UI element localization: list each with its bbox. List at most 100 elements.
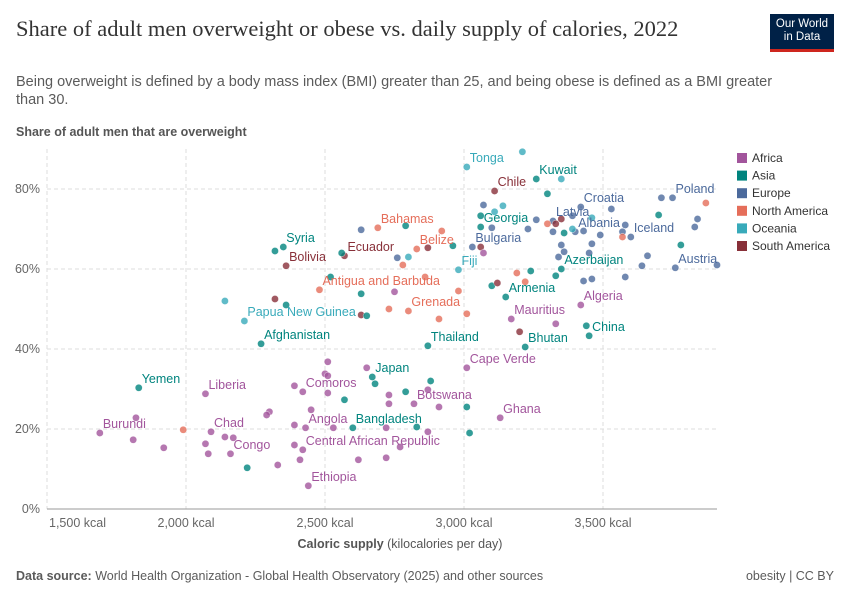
data-point[interactable] (713, 261, 721, 269)
data-point[interactable] (221, 433, 229, 441)
data-point[interactable] (354, 455, 363, 464)
data-point[interactable] (579, 277, 588, 285)
data-point[interactable] (618, 233, 627, 241)
data-point[interactable] (290, 421, 299, 429)
data-point[interactable] (340, 395, 349, 404)
data-point[interactable] (315, 285, 324, 294)
legend-swatch[interactable] (737, 241, 747, 251)
data-point[interactable] (476, 223, 485, 231)
data-point[interactable] (526, 267, 535, 275)
data-point[interactable] (449, 241, 457, 250)
data-point[interactable] (501, 293, 510, 301)
data-point[interactable] (296, 455, 304, 464)
data-point[interactable] (134, 383, 143, 392)
data-point[interactable] (298, 445, 307, 454)
data-point[interactable] (362, 311, 371, 320)
data-point[interactable] (621, 273, 630, 281)
legend-item[interactable]: Europe (752, 186, 791, 200)
legend-item[interactable]: Oceania (752, 221, 797, 235)
data-point[interactable] (490, 207, 499, 216)
legend-item[interactable]: Africa (752, 151, 783, 165)
data-point[interactable] (357, 289, 365, 298)
data-point[interactable] (479, 249, 488, 257)
data-point[interactable] (543, 189, 552, 198)
data-point[interactable] (462, 363, 471, 372)
data-source-text[interactable]: World Health Organization - Global Healt… (95, 569, 544, 583)
data-point[interactable] (279, 243, 288, 251)
data-point[interactable] (207, 427, 215, 436)
data-point[interactable] (543, 219, 552, 228)
data-point[interactable] (404, 307, 413, 315)
data-point[interactable] (621, 221, 630, 229)
data-point[interactable] (129, 435, 137, 444)
data-point[interactable] (385, 305, 393, 313)
data-point[interactable] (588, 213, 596, 222)
data-point[interactable] (549, 227, 557, 236)
data-point[interactable] (385, 399, 393, 408)
data-point[interactable] (499, 201, 507, 210)
data-point[interactable] (654, 211, 663, 219)
data-point[interactable] (424, 427, 432, 436)
data-point[interactable] (643, 251, 652, 260)
data-point[interactable] (179, 425, 188, 434)
data-point[interactable] (582, 321, 591, 330)
data-point[interactable] (462, 163, 471, 171)
data-point[interactable] (576, 301, 585, 309)
data-point[interactable] (524, 225, 532, 233)
data-point[interactable] (337, 249, 346, 257)
data-point[interactable] (421, 273, 429, 281)
data-point[interactable] (401, 387, 410, 396)
data-point[interactable] (627, 233, 635, 241)
data-point[interactable] (390, 287, 399, 296)
data-point[interactable] (426, 377, 435, 385)
data-point[interactable] (221, 297, 229, 305)
data-point[interactable] (273, 461, 282, 469)
legend-swatch[interactable] (737, 223, 747, 234)
data-point[interactable] (568, 211, 577, 220)
data-point[interactable] (371, 379, 379, 388)
data-point[interactable] (638, 261, 646, 270)
data-point[interactable] (201, 439, 210, 448)
data-point[interactable] (671, 263, 680, 272)
data-point[interactable] (435, 315, 443, 323)
data-point[interactable] (424, 341, 432, 350)
data-point[interactable] (204, 449, 213, 458)
legend-item[interactable]: North America (752, 204, 828, 218)
data-point[interactable] (132, 413, 140, 422)
data-point[interactable] (607, 205, 616, 213)
data-point[interactable] (568, 225, 577, 233)
legend-swatch[interactable] (737, 153, 747, 163)
data-point[interactable] (690, 223, 699, 231)
data-point[interactable] (551, 319, 560, 328)
data-point[interactable] (385, 391, 393, 399)
data-point[interactable] (226, 449, 235, 458)
data-point[interactable] (96, 429, 104, 437)
data-point[interactable] (243, 463, 251, 472)
data-point[interactable] (357, 225, 365, 234)
data-point[interactable] (488, 223, 496, 232)
data-point[interactable] (412, 245, 421, 253)
data-point[interactable] (229, 433, 238, 442)
data-point[interactable] (462, 309, 471, 318)
data-point[interactable] (585, 249, 593, 257)
data-point[interactable] (493, 279, 502, 287)
data-point[interactable] (693, 215, 702, 223)
data-point[interactable] (349, 423, 357, 432)
data-point[interactable] (551, 219, 560, 228)
data-point[interactable] (515, 327, 524, 336)
data-point[interactable] (507, 315, 516, 323)
data-point[interactable] (424, 385, 432, 394)
data-point[interactable] (462, 403, 471, 411)
data-point[interactable] (532, 215, 541, 224)
data-point[interactable] (282, 261, 290, 270)
data-point[interactable] (668, 193, 677, 202)
data-point[interactable] (576, 203, 585, 211)
data-point[interactable] (368, 373, 377, 381)
data-point[interactable] (323, 357, 332, 366)
data-point[interactable] (396, 443, 404, 451)
data-point[interactable] (476, 211, 485, 220)
data-point[interactable] (382, 453, 390, 462)
data-point[interactable] (557, 265, 566, 273)
data-point[interactable] (437, 227, 446, 235)
data-point[interactable] (454, 265, 463, 274)
